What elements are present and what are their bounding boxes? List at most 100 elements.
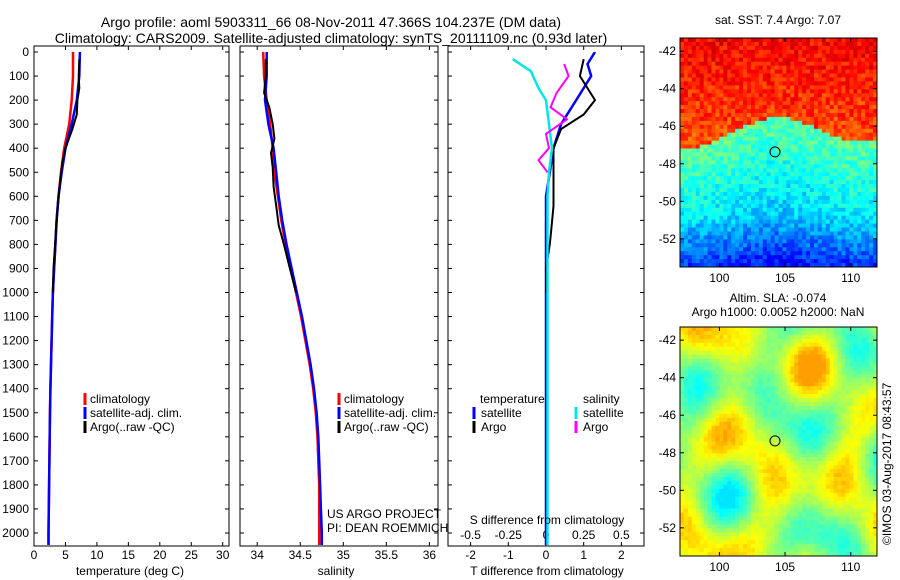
heatmap-cell (833, 255, 839, 260)
heatmap-cell (845, 342, 851, 348)
heatmap-cell (841, 57, 847, 63)
heatmap-cell (786, 227, 791, 233)
heatmap-cell (833, 128, 839, 134)
heatmap-cell (695, 188, 701, 193)
heatmap-cell (719, 93, 724, 98)
heatmap-cell (821, 433, 827, 439)
salinity-axis-ticks: 34 34.5 35 35.5 36 (251, 46, 436, 562)
heatmap-cell (853, 405, 858, 411)
heatmap-cell (829, 429, 835, 435)
heatmap-cell (798, 136, 803, 142)
heatmap-cell (861, 433, 866, 439)
heatmap-cell (821, 445, 827, 450)
heatmap-cell (865, 180, 870, 185)
heatmap-cell (687, 461, 693, 466)
heatmap-cell (754, 362, 760, 368)
heatmap-cell (833, 235, 839, 240)
heatmap-cell (770, 132, 776, 138)
s-diff-tick-label: -0.5 (460, 528, 481, 542)
heatmap-cell (746, 97, 752, 102)
heatmap-cell (687, 457, 693, 462)
heatmap-cell (743, 342, 748, 348)
heatmap-cell (845, 81, 851, 86)
heatmap-cell (833, 45, 839, 51)
heatmap-cell (766, 156, 772, 161)
heatmap-cell (841, 402, 847, 407)
heatmap-cell (782, 465, 787, 470)
heatmap-cell (699, 176, 705, 181)
heatmap-cell (829, 89, 835, 94)
heatmap-cell (762, 346, 768, 352)
heatmap-cell (817, 239, 823, 244)
heatmap-cell (711, 334, 717, 340)
heatmap-cell (821, 366, 827, 372)
heatmap-cell (680, 370, 685, 375)
x-tick-label: 25 (185, 548, 199, 562)
heatmap-cell (723, 370, 728, 375)
heatmap-cell (719, 374, 724, 379)
heatmap-cell (735, 53, 740, 59)
heatmap-cell (754, 251, 760, 256)
heatmap-cell (829, 223, 835, 229)
heatmap-cell (758, 61, 764, 67)
heatmap-cell (873, 386, 877, 391)
heatmap-cell (853, 85, 858, 90)
heatmap-cell (869, 354, 874, 360)
heatmap-cell (806, 211, 811, 217)
heatmap-cell (845, 457, 851, 462)
heatmap-cell (691, 327, 697, 332)
heatmap-cell (683, 457, 689, 462)
heatmap-cell (731, 461, 736, 466)
heatmap-cell (841, 45, 847, 51)
heatmap-cell (762, 421, 768, 427)
heatmap-cell (798, 398, 803, 403)
heatmap-cell (798, 259, 803, 264)
heatmap-cell (774, 231, 780, 237)
heatmap-cell (743, 243, 748, 248)
heatmap-cell (853, 243, 858, 248)
heatmap-cell (707, 382, 713, 387)
heatmap-cell (770, 128, 776, 134)
heatmap-cell (813, 354, 819, 360)
heatmap-cell (695, 73, 701, 79)
heatmap-cell (743, 390, 748, 395)
heatmap-cell (731, 57, 736, 63)
heatmap-cell (750, 38, 756, 43)
heatmap-cell (817, 180, 823, 185)
heatmap-cell (707, 215, 713, 221)
heatmap-cell (746, 109, 752, 114)
heatmap-cell (711, 437, 717, 443)
heatmap-cell (687, 239, 693, 244)
heatmap-cell (810, 211, 815, 217)
heatmap-cell (731, 342, 736, 348)
heatmap-cell (758, 374, 764, 379)
heatmap-cell (731, 390, 736, 395)
heatmap-cell (762, 394, 768, 399)
heatmap-cell (750, 45, 756, 51)
heatmap-cell (806, 172, 811, 177)
heatmap-cell (707, 219, 713, 225)
heatmap-cell (782, 346, 787, 352)
heatmap-cell (861, 390, 866, 395)
heatmap-cell (869, 148, 874, 154)
heatmap-cell (731, 231, 736, 237)
heatmap-cell (731, 374, 736, 379)
heatmap-cell (707, 417, 713, 423)
heatmap-cell (750, 425, 756, 431)
heatmap-cell (825, 445, 831, 450)
heatmap-cell (853, 81, 858, 86)
heatmap-cell (857, 386, 862, 391)
heatmap-cell (845, 350, 851, 356)
heatmap-cell (869, 113, 874, 118)
heatmap-cell (794, 255, 799, 260)
heatmap-cell (739, 38, 744, 43)
heatmap-cell (695, 93, 701, 98)
heatmap-cell (711, 330, 717, 336)
heatmap-cell (762, 61, 768, 67)
heatmap-cell (758, 207, 764, 213)
heatmap-cell (758, 199, 764, 205)
heatmap-cell (806, 378, 811, 383)
heatmap-cell (806, 465, 811, 470)
heatmap-cell (782, 73, 787, 79)
heatmap-cell (750, 144, 756, 150)
